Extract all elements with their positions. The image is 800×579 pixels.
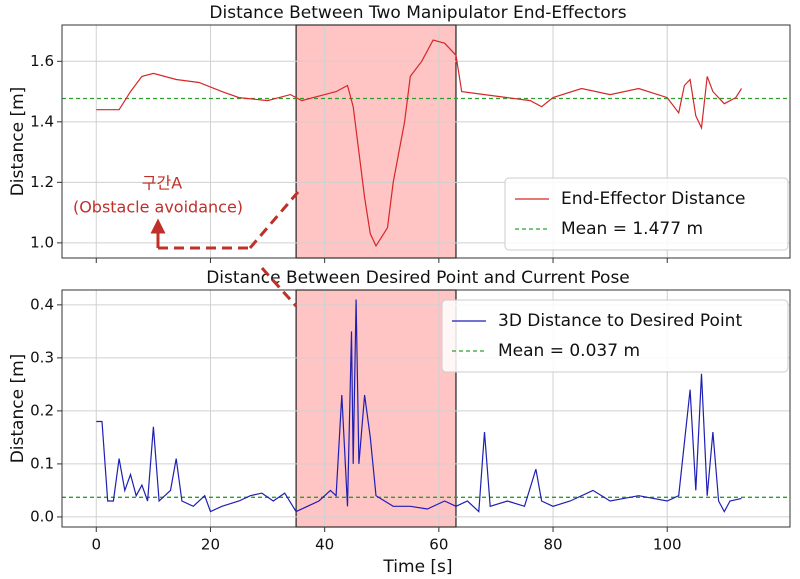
plot-frame: [61, 289, 791, 528]
y-tick-label: 1.4: [30, 112, 54, 130]
y-tick-label: 1.2: [30, 173, 54, 191]
legend: 3D Distance to Desired Point Mean = 0.037…: [441, 299, 789, 373]
x-tick-label: 40: [315, 536, 334, 554]
annotation: (Obstacle avoidance): [73, 198, 243, 217]
y-tick-label: 0.3: [30, 348, 54, 366]
plot-frame: [61, 24, 791, 259]
legend: End-Effector Distance Mean = 1.477 m: [504, 177, 789, 251]
y-tick-label: 1.0: [30, 233, 54, 251]
y-tick-label: 0.4: [30, 295, 54, 313]
y-tick-label: 0.1: [30, 454, 54, 472]
y-axis-label: Distance [m]: [8, 354, 28, 464]
chart-title: Distance Between Desired Point and Curre…: [206, 268, 630, 288]
legend-label: 3D Distance to Desired Point: [498, 311, 742, 331]
y-axis-label: Distance [m]: [8, 87, 28, 197]
data-line: [96, 39, 743, 248]
x-tick-label: 60: [429, 536, 448, 554]
legend-box: [441, 299, 789, 373]
y-tick-label: 0.0: [30, 507, 54, 525]
x-tick-label: 0: [91, 536, 101, 554]
annotation: 구간A: [142, 174, 182, 193]
chart-title: Distance Between Two Manipulator End-Eff…: [209, 3, 626, 23]
x-tick-label: 20: [201, 536, 220, 554]
data-line: [96, 299, 742, 513]
legend-label: End-Effector Distance: [561, 189, 746, 209]
legend-label: Mean = 1.477 m: [561, 219, 703, 239]
x-tick-label: 100: [653, 536, 682, 554]
y-tick-label: 1.6: [30, 52, 54, 70]
legend-box: [504, 177, 789, 251]
annotation-arrow: [150, 191, 300, 308]
plots: 1.0 1.2 1.4 1.6 Distance Between Two Manipul…: [8, 3, 791, 577]
y-tick-label: 0.2: [30, 401, 54, 419]
x-axis-label: Time [s]: [382, 557, 452, 577]
legend-label: Mean = 0.037 m: [498, 341, 640, 361]
x-tick-label: 80: [543, 536, 562, 554]
highlight-span: [295, 24, 457, 259]
